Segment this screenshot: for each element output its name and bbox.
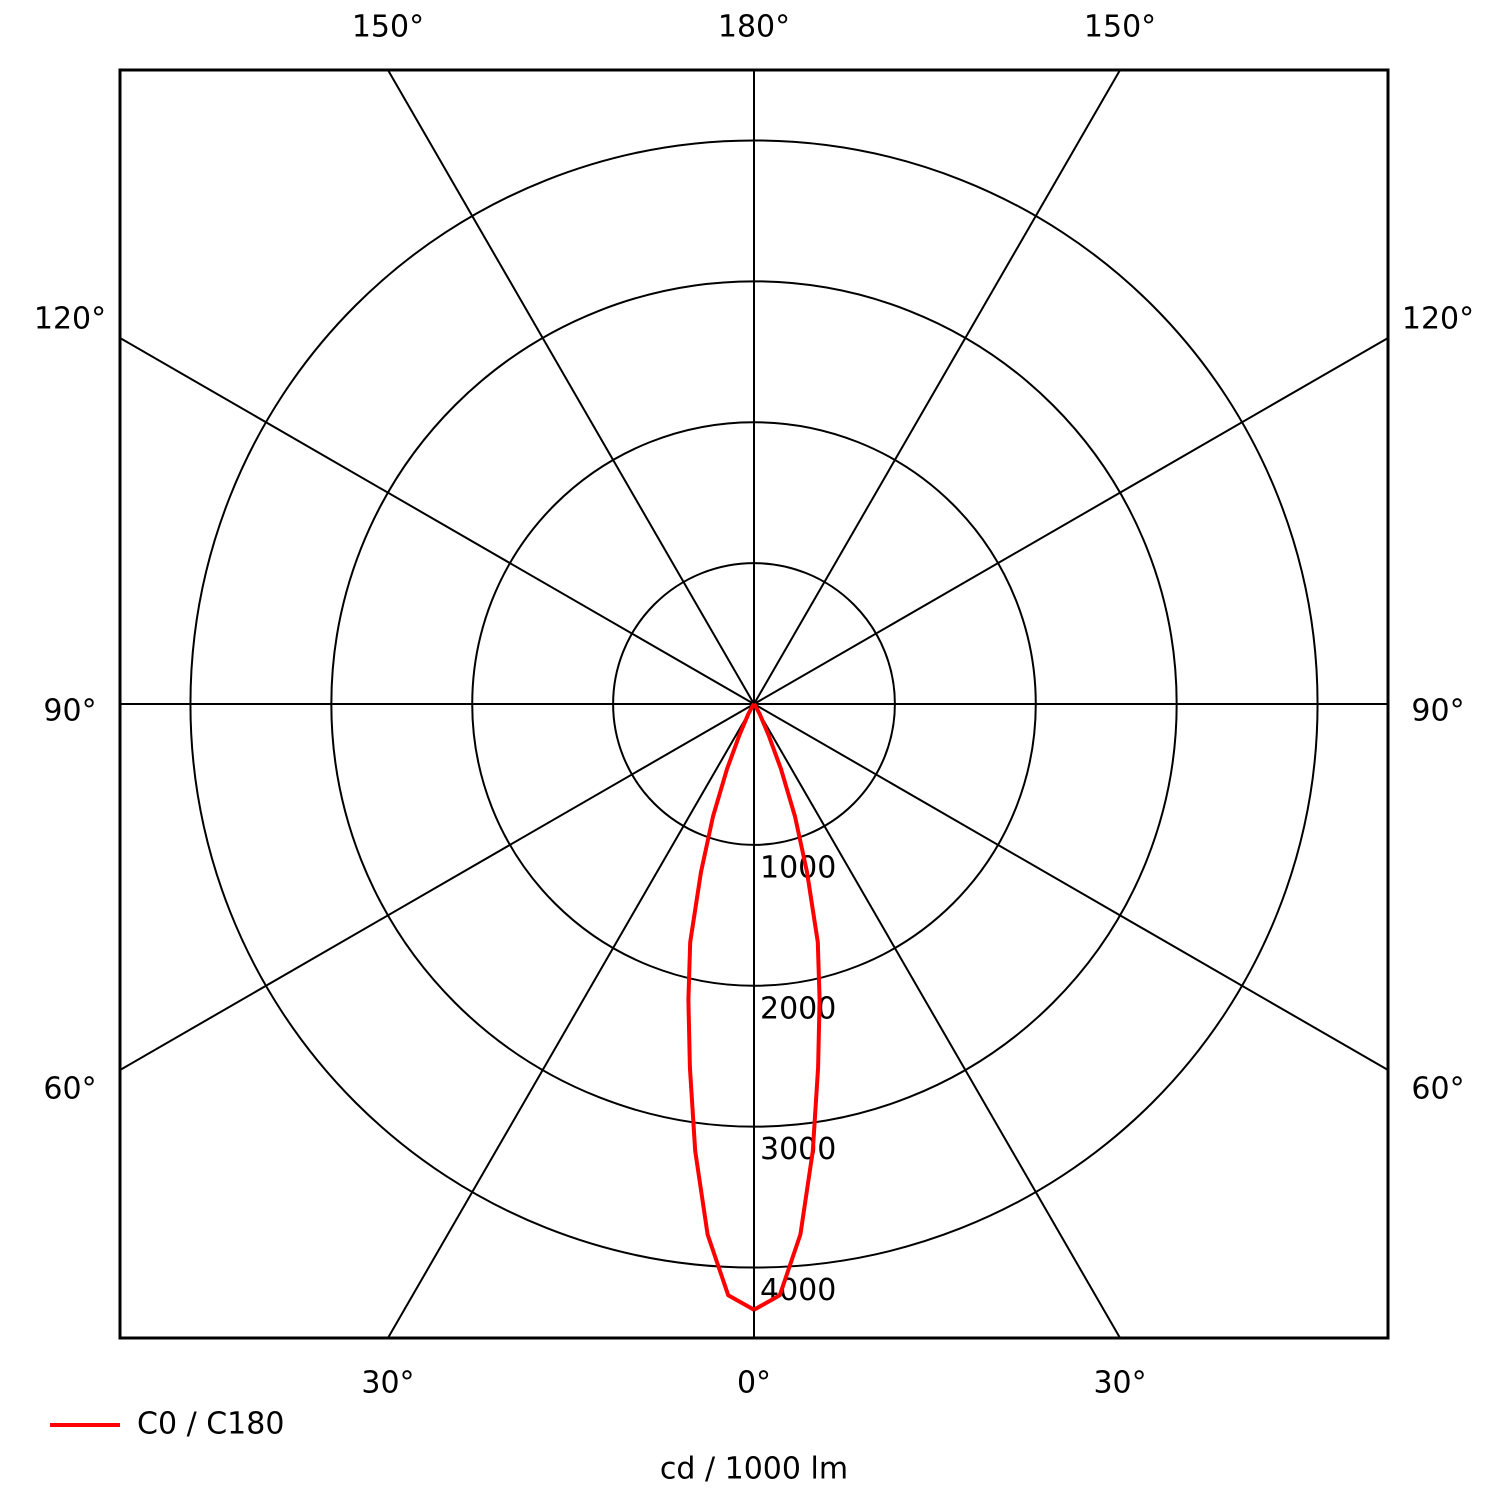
intensity-curve bbox=[752, 702, 822, 1312]
frame bbox=[118, 68, 1390, 1340]
legend-label: C0 / C180 bbox=[137, 1407, 284, 1442]
r-tick-label: 1000 bbox=[760, 850, 836, 885]
unit-label: cd / 1000 lm bbox=[660, 1452, 848, 1487]
grid-spoke bbox=[119, 703, 755, 1071]
grid-spoke bbox=[387, 69, 755, 705]
grid-spoke bbox=[753, 69, 1121, 705]
angle-label: 180° bbox=[718, 10, 790, 45]
angle-label: 120° bbox=[34, 301, 106, 336]
angle-label: 0° bbox=[737, 1366, 771, 1401]
r-tick-label: 2000 bbox=[760, 991, 836, 1026]
r-tick-label: 4000 bbox=[760, 1273, 836, 1308]
grid-spoke bbox=[387, 703, 755, 1339]
angle-label: 60° bbox=[1411, 1072, 1464, 1107]
angle-label: 120° bbox=[1402, 301, 1474, 336]
angle-label: 150° bbox=[1084, 10, 1156, 45]
grid-spoke bbox=[753, 703, 1121, 1339]
angle-label: 60° bbox=[43, 1072, 96, 1107]
grid-spoke bbox=[119, 337, 755, 705]
angle-label: 90° bbox=[1411, 694, 1464, 729]
intensity-curve bbox=[686, 702, 756, 1312]
angle-label: 30° bbox=[361, 1366, 414, 1401]
r-tick-label: 3000 bbox=[760, 1132, 836, 1167]
grid-spoke bbox=[753, 337, 1389, 705]
grid-spoke bbox=[753, 703, 1389, 1071]
angle-label: 150° bbox=[352, 10, 424, 45]
angle-label: 90° bbox=[43, 694, 96, 729]
angle-label: 30° bbox=[1093, 1366, 1146, 1401]
